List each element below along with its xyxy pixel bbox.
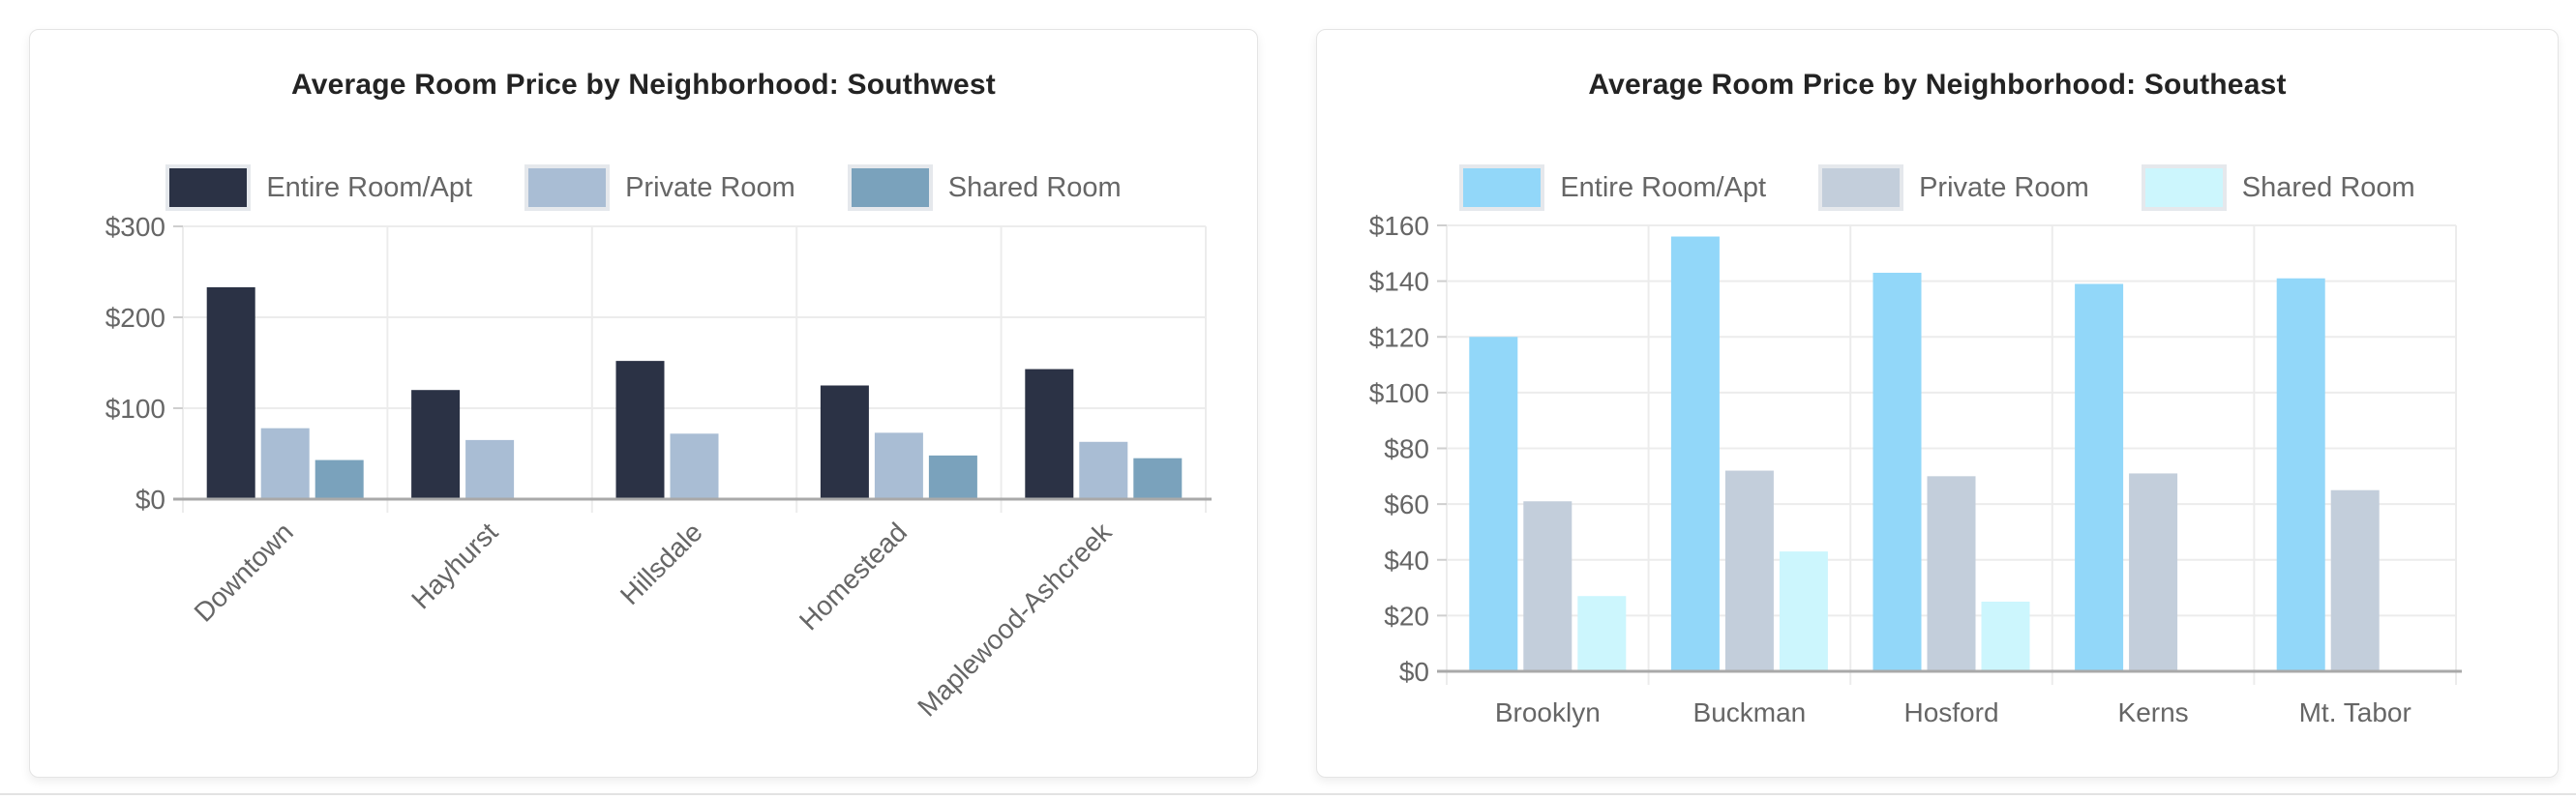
- legend-item-shared-room[interactable]: Shared Room: [2141, 164, 2415, 211]
- y-tick-label: $40: [1384, 546, 1429, 576]
- bar-homestead-private-room[interactable]: [874, 432, 923, 499]
- y-tick-label: $160: [1369, 211, 1429, 241]
- bar-hillsdale-private-room[interactable]: [670, 433, 719, 499]
- x-category-label: Maplewood-Ashcreek: [912, 517, 1118, 723]
- legend-label: Entire Room/Apt: [1560, 171, 1767, 203]
- bar-maplewood-ashcreek-entire-room-apt[interactable]: [1025, 369, 1074, 499]
- bar-hosford-shared-room[interactable]: [1981, 601, 2030, 671]
- y-tick-label: $60: [1384, 489, 1429, 519]
- legend-label: Private Room: [625, 171, 795, 203]
- bar-downtown-private-room[interactable]: [260, 428, 310, 499]
- legend-item-shared-room[interactable]: Shared Room: [847, 164, 1122, 211]
- bar-downtown-entire-room-apt[interactable]: [206, 286, 255, 499]
- y-tick-label: $100: [105, 394, 165, 424]
- bar-kerns-entire-room-apt[interactable]: [2075, 283, 2124, 671]
- chart-title-southwest: Average Room Price by Neighborhood: Sout…: [291, 69, 996, 101]
- bar-buckman-private-room[interactable]: [1724, 470, 1774, 671]
- bar-hillsdale-entire-room-apt[interactable]: [615, 361, 665, 499]
- legend-item-private-room[interactable]: Private Room: [1818, 164, 2089, 211]
- legend-southwest: Entire Room/Apt Private Room Shared Room: [30, 164, 1257, 211]
- bar-chart-southwest: $0 $100 $200 $300 Downtown Hayhurst Hillsdale H…: [105, 212, 1212, 723]
- legend-label: Private Room: [1919, 171, 2089, 203]
- y-tick-label: $120: [1369, 322, 1429, 352]
- bar-brooklyn-shared-room[interactable]: [1577, 596, 1627, 671]
- y-tick-label: $100: [1369, 378, 1429, 408]
- x-category-label: Kerns: [2118, 697, 2189, 727]
- bar-maplewood-ashcreek-private-room[interactable]: [1079, 441, 1128, 499]
- bar-mt-tabor-private-room[interactable]: [2330, 489, 2380, 671]
- x-category-label: Hillsdale: [614, 517, 708, 610]
- legend-southeast: Entire Room/Apt Private Room Shared Room: [1317, 164, 2558, 211]
- legend-label: Entire Room/Apt: [266, 171, 473, 203]
- legend-item-entire-room-apt[interactable]: Entire Room/Apt: [165, 164, 472, 211]
- bar-homestead-entire-room-apt[interactable]: [820, 385, 869, 500]
- bar-buckman-shared-room[interactable]: [1779, 551, 1828, 671]
- bar-mt-tabor-entire-room-apt[interactable]: [2276, 278, 2325, 671]
- x-category-label: Brooklyn: [1495, 697, 1601, 727]
- legend-swatch-icon: [847, 164, 933, 211]
- bar-homestead-shared-room[interactable]: [928, 455, 977, 499]
- x-category-label: Buckman: [1693, 697, 1807, 727]
- x-category-label: Mt. Tabor: [2299, 697, 2411, 727]
- x-category-label: Hosford: [1903, 697, 1998, 727]
- legend-item-entire-room-apt[interactable]: Entire Room/Apt: [1459, 164, 1766, 211]
- bar-hayhurst-private-room[interactable]: [465, 439, 515, 499]
- x-category-label: Downtown: [189, 517, 299, 627]
- y-tick-label: $80: [1384, 434, 1429, 464]
- y-tick-label: $200: [105, 303, 165, 333]
- legend-swatch-icon: [1459, 164, 1545, 211]
- legend-label: Shared Room: [2241, 171, 2415, 203]
- legend-swatch-icon: [1818, 164, 1904, 211]
- chart-card-southeast: Average Room Price by Neighborhood: Sout…: [1316, 29, 2559, 778]
- legend-swatch-icon: [165, 164, 252, 211]
- bar-buckman-entire-room-apt[interactable]: [1670, 236, 1720, 671]
- chart-card-southwest: Average Room Price by Neighborhood: Sout…: [29, 29, 1258, 778]
- bar-maplewood-ashcreek-shared-room[interactable]: [1133, 458, 1183, 499]
- y-tick-label: $20: [1384, 601, 1429, 631]
- bar-hosford-private-room[interactable]: [1927, 476, 1976, 671]
- legend-swatch-icon: [2141, 164, 2227, 211]
- x-category-label: Hayhurst: [405, 517, 503, 614]
- y-tick-label: $140: [1369, 267, 1429, 297]
- y-tick-label: $0: [1399, 657, 1429, 687]
- bar-kerns-private-room[interactable]: [2129, 473, 2178, 671]
- bar-hayhurst-entire-room-apt[interactable]: [411, 390, 461, 499]
- x-category-label: Homestead: [794, 517, 913, 636]
- legend-item-private-room[interactable]: Private Room: [524, 164, 795, 211]
- y-tick-label: $300: [105, 212, 165, 242]
- chart-title-southeast: Average Room Price by Neighborhood: Sout…: [1588, 69, 2287, 101]
- bar-downtown-shared-room[interactable]: [315, 459, 364, 499]
- bar-brooklyn-entire-room-apt[interactable]: [1469, 337, 1518, 671]
- y-tick-label: $0: [135, 485, 165, 515]
- bar-hosford-entire-room-apt[interactable]: [1872, 272, 1922, 671]
- bar-chart-southeast: $0 $20 $40 $60 $80 $100 $120 $140 $160 Brooklyn Bu…: [1369, 211, 2462, 727]
- legend-swatch-icon: [524, 164, 611, 211]
- page-bottom-divider: [0, 793, 2576, 795]
- legend-label: Shared Room: [947, 171, 1122, 203]
- bar-brooklyn-private-room[interactable]: [1523, 501, 1573, 671]
